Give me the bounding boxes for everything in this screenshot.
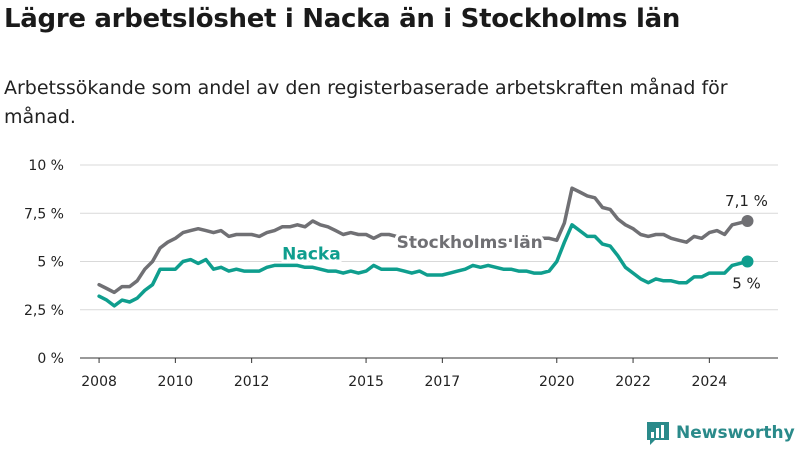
x-axis: 2008 2010 2012 2015 2017 2020 2022 2024 xyxy=(81,358,727,390)
x-tick-label: 2008 xyxy=(81,374,117,390)
x-tick-label: 2022 xyxy=(615,374,651,390)
stockholms-l-n-line xyxy=(97,186,750,295)
x-tick-label: 2015 xyxy=(348,374,384,390)
x-tick-label: 2020 xyxy=(539,374,575,390)
y-tick-label: 0 % xyxy=(37,351,64,367)
brand-name: Newsworthy xyxy=(676,423,795,443)
series-lines xyxy=(97,186,754,308)
y-tick-label: 7,5 % xyxy=(24,206,64,222)
chart-subtitle: Arbetssökande som andel av den registerb… xyxy=(4,77,728,128)
x-tick-label: 2010 xyxy=(158,374,194,390)
x-tick-label: 2012 xyxy=(234,374,270,390)
stockholms-l-n-end-point xyxy=(741,214,754,227)
stockholms-l-n-series-label: Stockholms län xyxy=(397,233,543,253)
y-tick-label: 5 % xyxy=(37,255,64,271)
y-tick-label: 10 % xyxy=(28,158,64,174)
y-axis: 0 % 2,5 % 5 % 7,5 % 10 % xyxy=(24,158,64,367)
bar-chart-logo-icon xyxy=(647,422,669,445)
stockholms-l-n-end-value-label: 7,1 % xyxy=(725,192,768,210)
x-tick-label: 2024 xyxy=(692,374,728,390)
series-labels: 7,1 % Stockholms län 5 % Nacka xyxy=(279,192,768,293)
chart-title: Lägre arbetslöshet i Nacka än i Stockhol… xyxy=(4,4,681,34)
nacka-end-value-label: 5 % xyxy=(732,275,761,293)
newsworthy-logo: Newsworthy xyxy=(645,420,795,446)
y-tick-label: 2,5 % xyxy=(24,303,64,319)
x-tick-label: 2017 xyxy=(425,374,461,390)
nacka-end-point xyxy=(741,255,754,268)
nacka-line xyxy=(97,223,750,308)
nacka-series-label: Nacka xyxy=(282,245,341,265)
